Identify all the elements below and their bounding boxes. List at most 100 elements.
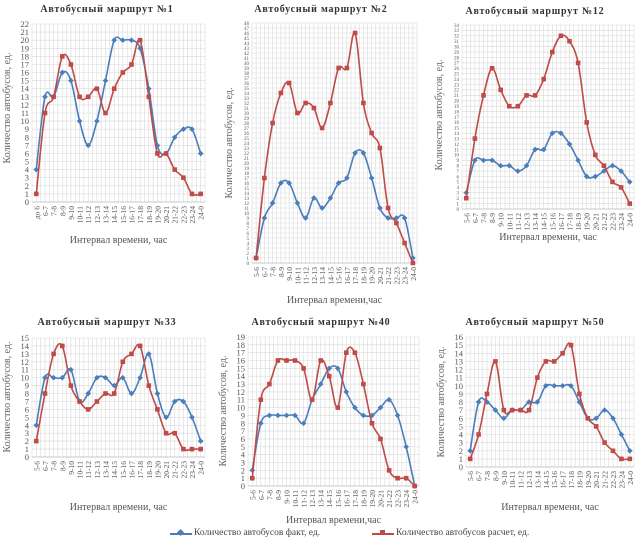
data-point-calc <box>518 407 523 413</box>
data-point-calc <box>328 100 333 106</box>
y-tick-label: 17 <box>21 59 30 69</box>
x-tick-label: 19-20 <box>584 471 593 489</box>
data-point-fact <box>568 382 574 389</box>
data-point-fact <box>601 407 608 413</box>
x-tick-label: 14-15 <box>110 461 119 479</box>
data-point-calc <box>619 456 624 462</box>
chart-4: Автобусный маршрут №33012345678910111213… <box>2 317 206 513</box>
data-point-fact <box>68 77 74 84</box>
data-point-fact <box>278 180 284 186</box>
data-point-fact <box>592 173 599 180</box>
y-tick-label: 15 <box>21 76 30 86</box>
data-point-calc <box>68 62 74 67</box>
data-point-fact <box>610 415 616 422</box>
data-point-fact <box>76 118 83 124</box>
data-point-calc <box>42 391 48 396</box>
y-tick-label: 0 <box>247 262 250 267</box>
x-tick-label: 6-7 <box>41 206 50 216</box>
data-point-calc <box>410 260 416 266</box>
y-tick-label: 15 <box>21 333 30 343</box>
x-tick-label: 18-19 <box>574 213 583 231</box>
data-point-fact <box>292 412 298 419</box>
y-tick-label: 44 <box>244 42 250 47</box>
x-tick-label: 12-13 <box>93 461 102 479</box>
x-tick-label: 15-16 <box>334 490 343 508</box>
data-point-calc <box>551 359 557 364</box>
data-point-calc <box>352 350 358 355</box>
x-tick-label: 15-16 <box>119 206 128 224</box>
data-point-calc <box>543 359 549 364</box>
y-tick-label: 9 <box>247 217 250 222</box>
x-tick-label: 10-11 <box>505 213 514 230</box>
x-tick-label: 7-8 <box>50 206 59 216</box>
y-tick-label: 0 <box>457 208 460 213</box>
data-point-fact <box>360 412 367 419</box>
y-tick-label: 11 <box>455 373 463 383</box>
data-point-calc <box>172 167 177 172</box>
y-tick-label: 2 <box>241 465 245 475</box>
data-point-calc <box>155 151 160 156</box>
y-tick-label: 18 <box>454 110 460 115</box>
data-point-calc <box>146 94 152 100</box>
data-point-fact <box>609 162 616 169</box>
data-point-calc <box>326 373 332 379</box>
y-tick-label: 31 <box>454 40 460 45</box>
data-point-fact <box>261 215 268 221</box>
x-tick-label: до 6 <box>32 206 41 219</box>
data-point-fact <box>119 374 126 381</box>
data-point-calc <box>275 358 281 363</box>
data-point-fact <box>489 157 495 164</box>
data-point-calc <box>601 163 607 168</box>
y-tick-label: 8 <box>25 132 29 142</box>
data-point-calc <box>385 205 391 211</box>
y-tick-label: 45 <box>244 37 250 42</box>
y-tick-label: 12 <box>21 357 30 367</box>
x-tick-label: 15-16 <box>548 213 557 231</box>
x-tick-label: 10-11 <box>508 471 517 488</box>
x-tick-label: 20-21 <box>162 461 171 479</box>
x-tick-label: 18-19 <box>359 490 368 508</box>
y-tick-label: 6 <box>241 434 245 444</box>
y-tick-label: 25 <box>244 137 250 142</box>
y-tick-label: 8 <box>241 418 245 428</box>
data-point-fact <box>394 412 401 419</box>
x-tick-label: 13-14 <box>531 213 540 231</box>
data-point-calc <box>515 103 521 109</box>
y-tick-label: 30 <box>244 112 250 117</box>
y-tick-label: 5 <box>457 181 460 186</box>
data-point-fact <box>180 398 187 405</box>
x-tick-label: 20-21 <box>377 490 386 508</box>
y-tick-label: 19 <box>21 43 30 53</box>
y-tick-label: 13 <box>244 197 250 202</box>
y-tick-label: 24 <box>454 78 460 83</box>
y-tick-label: 1 <box>25 444 29 454</box>
data-point-fact <box>626 447 633 454</box>
data-point-fact <box>492 407 499 413</box>
data-point-calc <box>498 87 503 93</box>
y-tick-label: 33 <box>244 97 250 102</box>
y-tick-label: 7 <box>459 405 463 415</box>
data-point-calc <box>593 424 599 429</box>
y-tick-label: 12 <box>455 364 464 374</box>
x-tick-label: 19-20 <box>153 206 162 224</box>
data-point-calc <box>575 60 581 66</box>
data-point-fact <box>317 381 324 387</box>
data-point-calc <box>369 421 375 426</box>
data-point-calc <box>568 342 574 348</box>
x-tick-label: 5-6 <box>252 267 261 277</box>
x-tick-label: 20-21 <box>591 213 600 231</box>
x-tick-label: 10-11 <box>291 490 300 507</box>
chart-title: Автобусный маршрут №40 <box>252 317 391 328</box>
y-tick-label: 46 <box>244 32 250 37</box>
y-tick-label: 4 <box>241 450 246 460</box>
x-tick-label: 23-24 <box>617 213 626 231</box>
data-point-fact <box>532 146 538 153</box>
x-tick-label: 18-19 <box>145 206 154 224</box>
y-tick-label: 21 <box>244 157 250 162</box>
data-point-calc <box>501 407 507 413</box>
y-tick-label: 1 <box>241 473 245 483</box>
y-tick-label: 16 <box>244 182 250 187</box>
data-point-fact <box>197 150 204 157</box>
data-point-fact <box>360 150 367 156</box>
